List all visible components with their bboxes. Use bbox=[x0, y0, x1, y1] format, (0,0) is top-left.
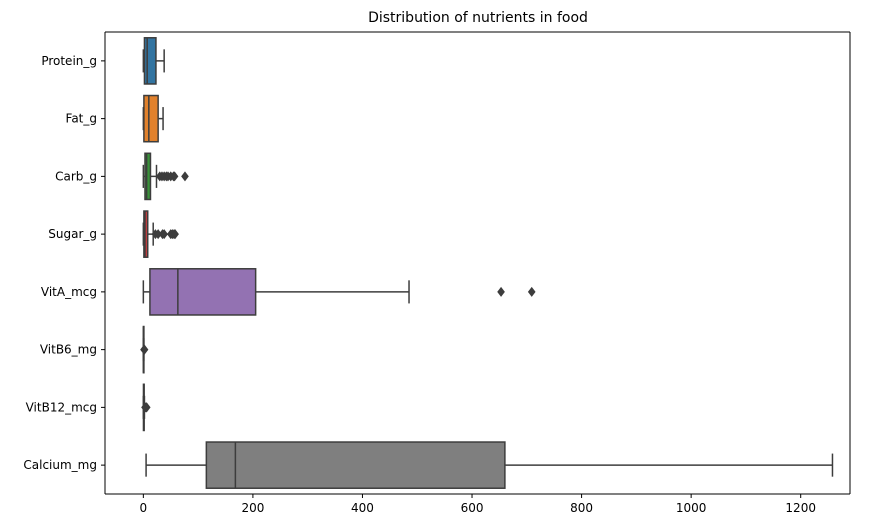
x-tick-label: 800 bbox=[570, 501, 593, 515]
plot-area: 0 200 400 600 800 1000 1200 Protein_g Fat_g Carb_… bbox=[23, 31, 851, 515]
x-tick-label: 400 bbox=[351, 501, 374, 515]
box-protein-g bbox=[143, 37, 157, 85]
y-tick-label: Fat_g bbox=[66, 112, 97, 126]
outlier-vitb6-mg bbox=[140, 344, 149, 355]
outlier-carb-g bbox=[170, 171, 179, 182]
outlier-vitb12-mcg bbox=[142, 402, 151, 413]
x-tick-label: 600 bbox=[461, 501, 484, 515]
y-tick-label: VitB6_mg bbox=[40, 343, 97, 357]
outlier-vita-mcg bbox=[497, 286, 505, 297]
box-carb-g bbox=[144, 152, 152, 201]
y-tick-label: VitA_mcg bbox=[41, 285, 97, 299]
x-tick-label: 200 bbox=[241, 501, 264, 515]
y-tick-label: Sugar_g bbox=[48, 227, 97, 241]
chart-title: Distribution of nutrients in food bbox=[368, 10, 588, 26]
x-tick-label: 1200 bbox=[785, 501, 816, 515]
x-tick-label: 0 bbox=[140, 501, 148, 515]
y-tick-label: Calcium_mg bbox=[23, 458, 97, 472]
y-tick-label: VitB12_mcg bbox=[26, 400, 97, 414]
outlier-carb-g bbox=[181, 171, 189, 182]
y-tick-label: Carb_g bbox=[55, 169, 97, 183]
box-fat-g bbox=[143, 94, 159, 143]
x-tick-label: 1000 bbox=[676, 501, 707, 515]
outlier-sugar-g bbox=[160, 229, 168, 240]
outlier-vita-mcg bbox=[527, 286, 536, 297]
box-calcium-mg bbox=[205, 441, 506, 489]
y-tick-label: Protein_g bbox=[41, 54, 97, 68]
box-sugar-g bbox=[143, 210, 149, 258]
outlier-sugar-g bbox=[171, 229, 179, 240]
box-vita-mcg bbox=[149, 268, 257, 316]
